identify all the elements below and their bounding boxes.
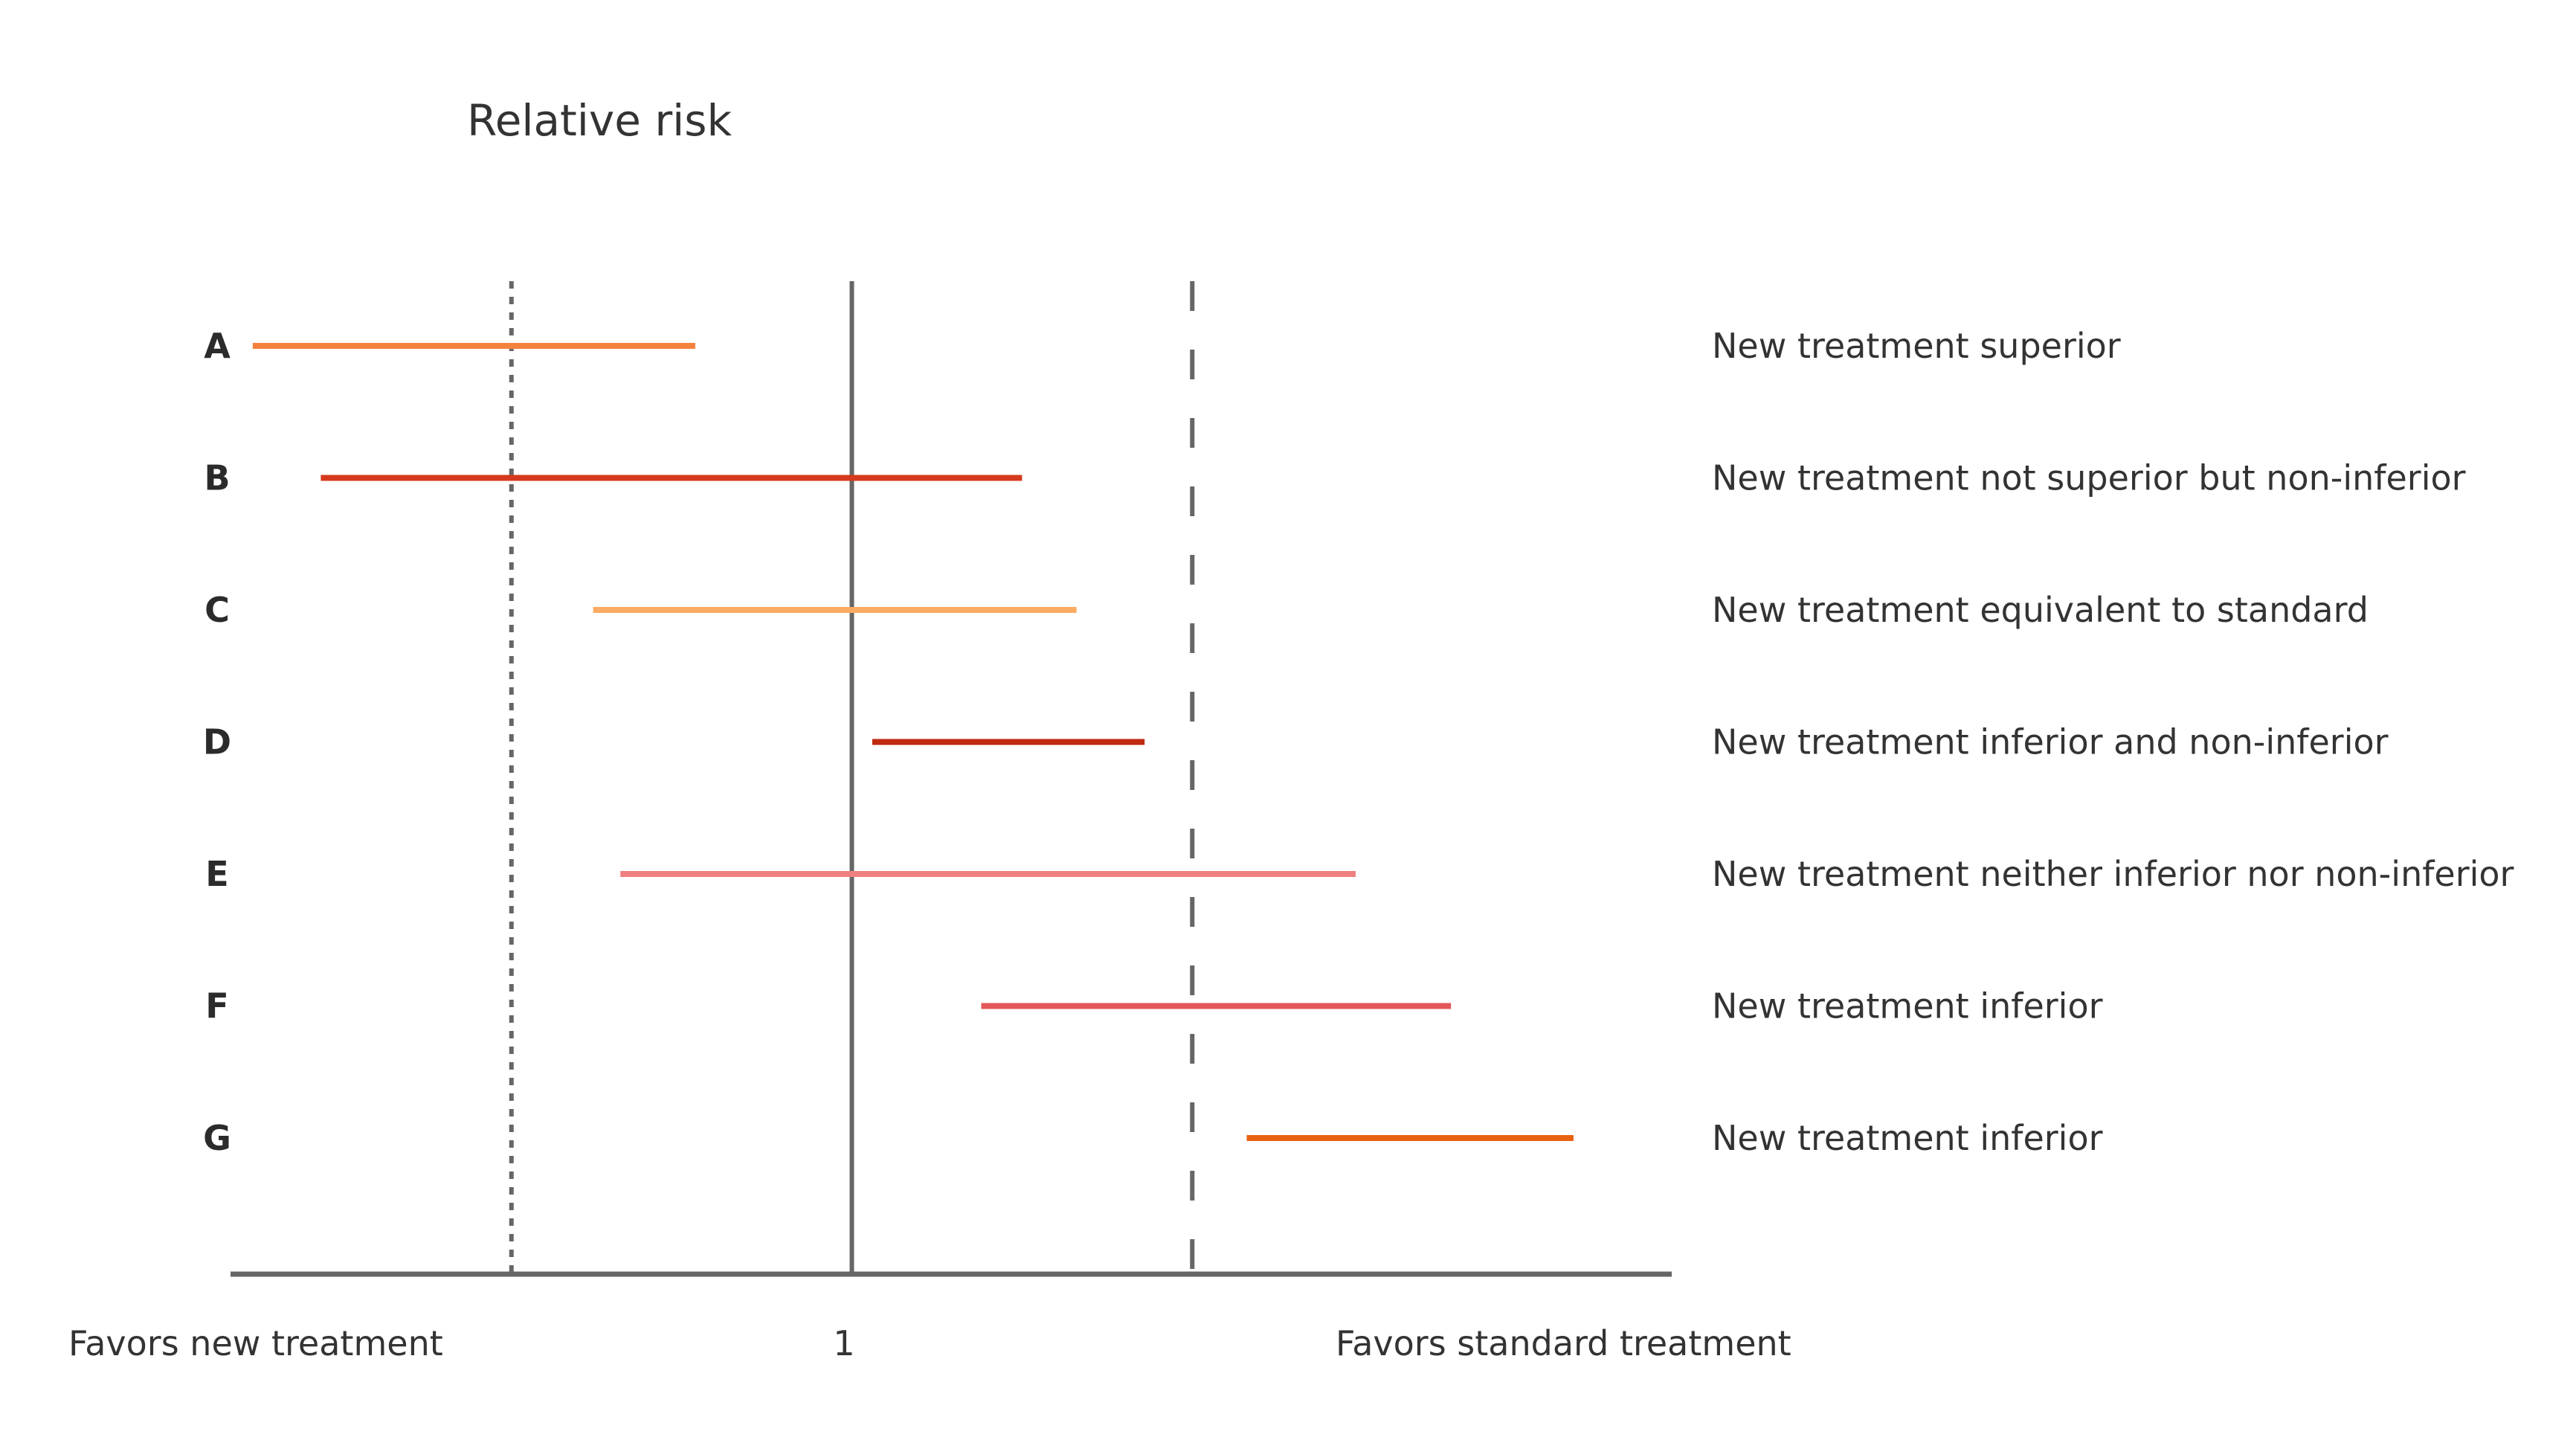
row-label: G bbox=[203, 1118, 231, 1158]
row-label: D bbox=[203, 722, 231, 762]
reference-lines bbox=[509, 281, 1195, 1274]
outcome-label: New treatment neither inferior nor non-i… bbox=[1712, 854, 2514, 894]
row-label: F bbox=[205, 986, 228, 1026]
outcome-label: New treatment equivalent to standard bbox=[1712, 590, 2369, 630]
x-axis-left-label: Favors new treatment bbox=[68, 1323, 443, 1363]
outcome-label: New treatment inferior and non-inferior bbox=[1712, 722, 2389, 762]
outcome-label: New treatment superior bbox=[1712, 326, 2121, 366]
outcome-label: New treatment inferior bbox=[1712, 1118, 2103, 1158]
x-axis-center-tick: 1 bbox=[833, 1323, 854, 1363]
row-label: A bbox=[204, 326, 231, 366]
chart-title: Relative risk bbox=[467, 95, 732, 146]
row-label: B bbox=[204, 458, 230, 498]
outcome-label: New treatment not superior but non-infer… bbox=[1712, 458, 2466, 498]
row-label: E bbox=[205, 854, 228, 894]
x-axis-right-label: Favors standard treatment bbox=[1336, 1323, 1791, 1363]
row-label: C bbox=[205, 590, 230, 630]
interval-rows: A New treatment superior B New treatment no… bbox=[203, 326, 2514, 1158]
outcome-label: New treatment inferior bbox=[1712, 986, 2103, 1026]
